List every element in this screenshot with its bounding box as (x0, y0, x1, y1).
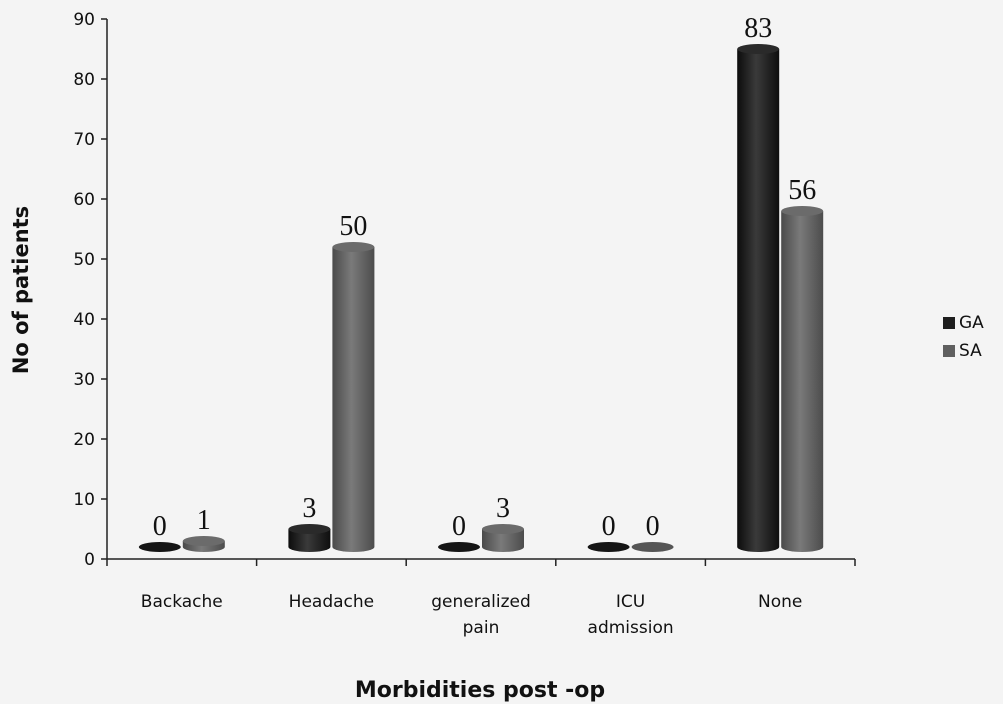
bar-base (631, 542, 674, 552)
y-tick-label: 40 (73, 310, 95, 330)
data-label: 0 (452, 511, 466, 542)
y-tick-label: 60 (73, 190, 95, 210)
data-label: 0 (646, 511, 660, 542)
y-axis-title: No of patients (9, 206, 33, 374)
x-tick-label: generalized pain (431, 592, 531, 638)
bar-top (288, 524, 331, 534)
data-label: 3 (302, 493, 316, 524)
legend: GA SA (943, 313, 984, 361)
legend-label-sa: SA (959, 341, 982, 361)
bar-base (587, 542, 630, 552)
bar-body (332, 247, 375, 552)
bar-sa-2 (482, 524, 524, 552)
x-tick-label: ICU admission (588, 592, 674, 638)
bar-body (288, 529, 331, 552)
bar-ga-3 (587, 542, 630, 552)
y-tick-label: 0 (84, 550, 95, 570)
bar-base (138, 542, 181, 552)
bar-body (737, 49, 780, 552)
data-label: 83 (744, 13, 772, 44)
axes: No of patients Morbidities post -op (9, 19, 855, 703)
legend-swatch-ga (943, 317, 955, 329)
bar-sa-3 (631, 542, 674, 552)
bar-ga-4 (737, 44, 780, 552)
legend-label-ga: GA (959, 313, 984, 333)
data-label: 0 (602, 511, 616, 542)
y-tick-label: 20 (73, 430, 95, 450)
data-label: 3 (496, 493, 510, 524)
y-tick-label: 80 (73, 70, 95, 90)
y-tick-label: 10 (73, 490, 95, 510)
bar-sa-0 (182, 536, 225, 552)
x-tick-label: Backache (141, 592, 223, 612)
bar-top (482, 524, 524, 534)
y-tick-label: 90 (73, 10, 95, 30)
data-label: 0 (153, 511, 167, 542)
bar-top (737, 44, 780, 54)
data-label: 1 (197, 505, 211, 536)
bar-ga-0 (138, 542, 181, 552)
x-ticks: Backache Headache generalized pain ICU admiss… (106, 559, 856, 638)
data-label: 50 (339, 211, 367, 242)
y-ticks: 0 10 20 30 40 50 60 70 80 90 (73, 10, 107, 570)
bar-top (781, 206, 824, 216)
bars (138, 44, 824, 552)
bar-top (182, 536, 225, 546)
legend-swatch-sa (943, 345, 955, 357)
bar-body (482, 529, 524, 552)
x-tick-label: Headache (289, 592, 374, 612)
bar-base (438, 542, 480, 552)
bar-sa-1 (332, 242, 375, 552)
y-tick-label: 50 (73, 250, 95, 270)
y-tick-label: 30 (73, 370, 95, 390)
bar-ga-2 (438, 542, 480, 552)
bar-sa-4 (781, 206, 824, 552)
bar-top (332, 242, 375, 252)
bar-body (781, 211, 824, 552)
x-axis-title: Morbidities post -op (355, 678, 605, 703)
x-tick-label: None (758, 592, 802, 612)
data-label: 56 (788, 175, 816, 206)
y-tick-label: 70 (73, 130, 95, 150)
bar-ga-1 (288, 524, 331, 552)
